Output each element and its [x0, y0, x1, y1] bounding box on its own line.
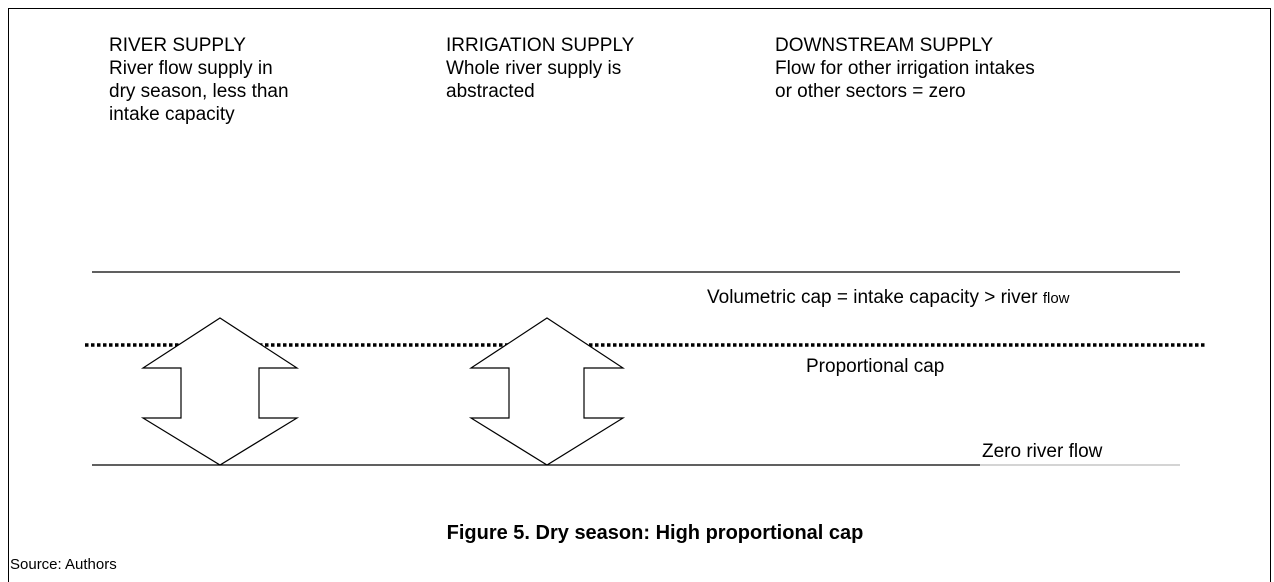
label-part: flow [1043, 290, 1070, 307]
text-line: River flow supply in [109, 58, 273, 79]
text-line: intake capacity [109, 104, 235, 125]
column-texts: RIVER SUPPLY River flow supply in dry seas… [109, 35, 1035, 125]
source: Source: Authors [10, 556, 117, 573]
column-text: RIVER SUPPLY River flow supply in dry seas… [109, 35, 289, 125]
frame [8, 8, 1271, 582]
text-line: dry season, less than [109, 81, 289, 102]
text-line: Flow for other irrigation intakes [775, 58, 1035, 79]
volumetric-cap-label: Volumetric cap = intake capacity > river… [707, 287, 1070, 308]
label-part: Volumetric cap = intake capacity > river [707, 287, 1043, 308]
double-arrow [468, 317, 626, 466]
caption: Figure 5. Dry season: High proportional … [447, 522, 864, 544]
text-line: RIVER SUPPLY [109, 35, 246, 56]
zero-flow-label: Zero river flow [982, 441, 1103, 462]
column-text: IRRIGATION SUPPLY Whole river supply is ab… [446, 35, 635, 102]
text-line: IRRIGATION SUPPLY [446, 35, 635, 56]
double-arrow [140, 317, 300, 466]
proportional-cap-label: Proportional cap [806, 356, 944, 377]
column-text: DOWNSTREAM SUPPLY Flow for other irrigati… [775, 35, 1035, 102]
text-line: abstracted [446, 81, 535, 102]
text-line: DOWNSTREAM SUPPLY [775, 35, 994, 56]
text-line: or other sectors = zero [775, 81, 966, 102]
text-line: Whole river supply is [446, 58, 621, 79]
